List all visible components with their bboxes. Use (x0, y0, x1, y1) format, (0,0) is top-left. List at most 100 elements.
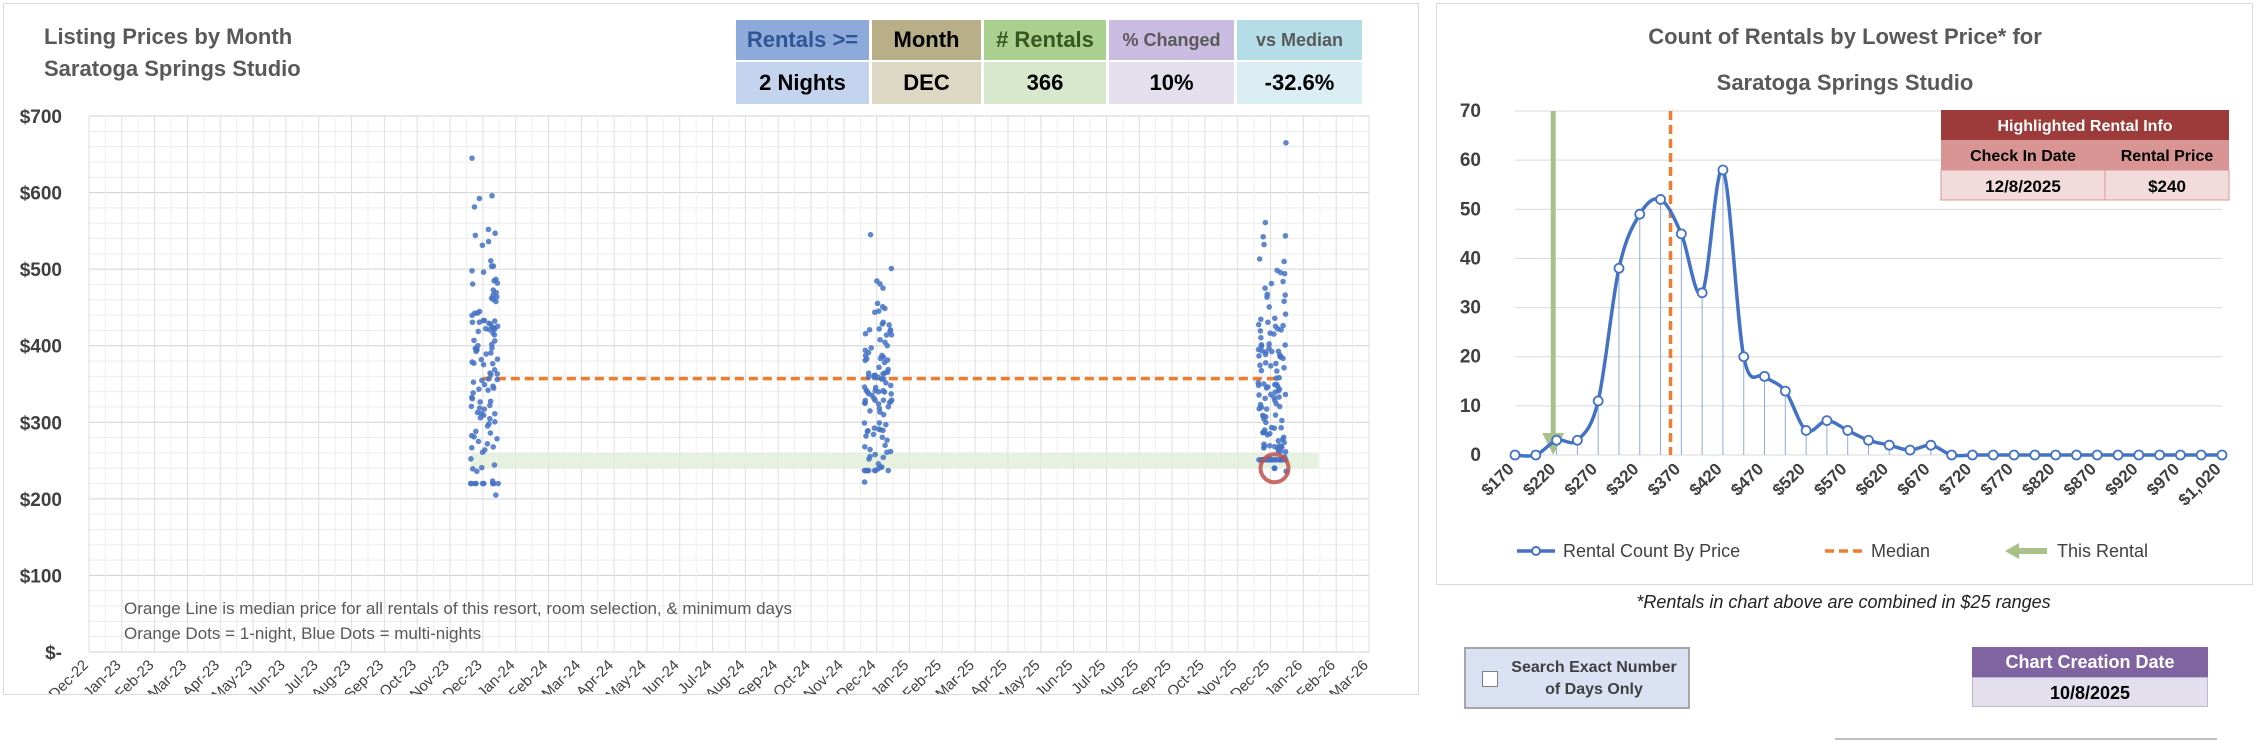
price-dot (472, 480, 478, 487)
price-dot (1273, 360, 1279, 367)
listing-prices-scatter-chart: $- $100 $200 $300 $400 $500 $600 $700 Dec-22Jan… (20, 107, 1372, 694)
price-dot (485, 376, 492, 382)
bottom-divider (1835, 738, 2217, 745)
price-dot (1260, 233, 1266, 240)
price-dot (479, 377, 485, 384)
price-dot (489, 192, 495, 199)
rental-count-series-line (1514, 168, 2222, 458)
y-tick-label: $600 (20, 184, 62, 205)
price-dot (876, 364, 882, 371)
series-point (1634, 208, 1646, 220)
price-dot (469, 155, 475, 161)
price-dot (861, 443, 868, 450)
y-tick-label: 10 (1460, 396, 1481, 417)
price-dot (472, 232, 479, 239)
price-dot (1255, 382, 1262, 389)
price-dot (485, 387, 491, 393)
price-dot (1275, 447, 1282, 454)
left-chart-title-line1: Listing Prices by Month (44, 24, 293, 49)
price-dot (486, 421, 492, 427)
price-dot (1281, 298, 1287, 305)
series-point (1509, 449, 1521, 461)
price-dot (877, 336, 883, 343)
price-dot (887, 327, 894, 333)
chart-footnote: *Rentals in chart above are combined in … (1636, 592, 2051, 612)
price-dot (494, 356, 501, 362)
price-dot (487, 430, 494, 436)
price-dot (471, 360, 477, 367)
kpi-value: 2 Nights (736, 62, 869, 104)
price-dot (883, 421, 889, 428)
price-dot (490, 444, 497, 450)
price-dot (875, 426, 882, 432)
price-dot (868, 345, 874, 351)
series-point (2195, 449, 2207, 461)
price-dot (880, 454, 887, 461)
price-dot (1282, 342, 1288, 348)
scatter-gridlines (88, 115, 1370, 653)
price-dot (484, 441, 491, 447)
legend-this-rental-label: This Rental (2057, 541, 2148, 561)
price-dot (863, 387, 870, 394)
price-dot (882, 442, 888, 449)
price-dot (483, 351, 489, 357)
series-point (2154, 449, 2166, 461)
price-dot (862, 467, 869, 474)
search-exact-days-checkbox[interactable] (1482, 671, 1498, 687)
y-tick-label: 60 (1460, 150, 1481, 171)
right-chart-title-line1: Count of Rentals by Lowest Price* for (1648, 24, 2042, 49)
price-dot (872, 309, 878, 316)
price-dot (881, 370, 888, 376)
price-dot (1274, 326, 1281, 332)
price-dot (866, 326, 873, 333)
price-dot (489, 480, 496, 487)
price-dot (879, 434, 886, 441)
series-point (1571, 434, 1583, 446)
price-dot (888, 391, 894, 397)
x-tick-label: $320 (1602, 459, 1642, 499)
x-tick-label: $270 (1561, 459, 1601, 499)
price-dot (883, 332, 890, 338)
price-dot (1256, 405, 1262, 412)
highlight-col-price: Rental Price (2121, 148, 2214, 165)
price-dot (1266, 304, 1272, 310)
rental-count-markers (1509, 164, 2228, 461)
series-point (2091, 449, 2103, 461)
price-dot (862, 357, 869, 364)
price-dot (485, 238, 492, 245)
search-exact-days-control[interactable]: Search Exact Number of Days Only (1464, 647, 1690, 709)
x-tick-label: $870 (2060, 459, 2100, 499)
price-dot (487, 370, 493, 376)
price-dot (494, 436, 500, 442)
price-dot (867, 408, 873, 414)
price-dot (877, 409, 883, 415)
price-dot (471, 204, 478, 210)
search-exact-days-label[interactable]: Search Exact Number of Days Only (1511, 659, 1677, 698)
price-dot (474, 409, 481, 416)
series-point (1821, 415, 1833, 427)
price-dot (863, 433, 869, 439)
price-dot (491, 462, 498, 468)
x-tick-label: $520 (1769, 459, 1809, 499)
y-tick-label: 0 (1470, 445, 1481, 466)
price-dot (862, 400, 868, 406)
price-dot (491, 277, 497, 284)
price-dot (478, 356, 485, 363)
chart-creation-date-value: 10/8/2025 (1972, 677, 2208, 707)
y-tick-label: 40 (1460, 248, 1481, 269)
chart-creation-date-label: Chart Creation Date (1972, 647, 2208, 677)
price-dot (468, 403, 475, 410)
price-dot (1262, 285, 1268, 292)
price-dot (491, 318, 498, 324)
price-dot (871, 425, 878, 431)
price-dot (867, 446, 873, 453)
price-dot (880, 285, 886, 291)
price-distribution-chart: Count of Rentals by Lowest Price* for Sa… (1460, 24, 2230, 561)
x-tick-label: $470 (1727, 459, 1767, 499)
price-dot (493, 492, 499, 498)
x-tick-label: Mar-26 (1326, 657, 1372, 694)
x-tick-label: $920 (2101, 459, 2141, 499)
price-dot (1268, 280, 1275, 287)
price-dot (474, 468, 480, 475)
y-tick-label: $100 (20, 566, 62, 587)
